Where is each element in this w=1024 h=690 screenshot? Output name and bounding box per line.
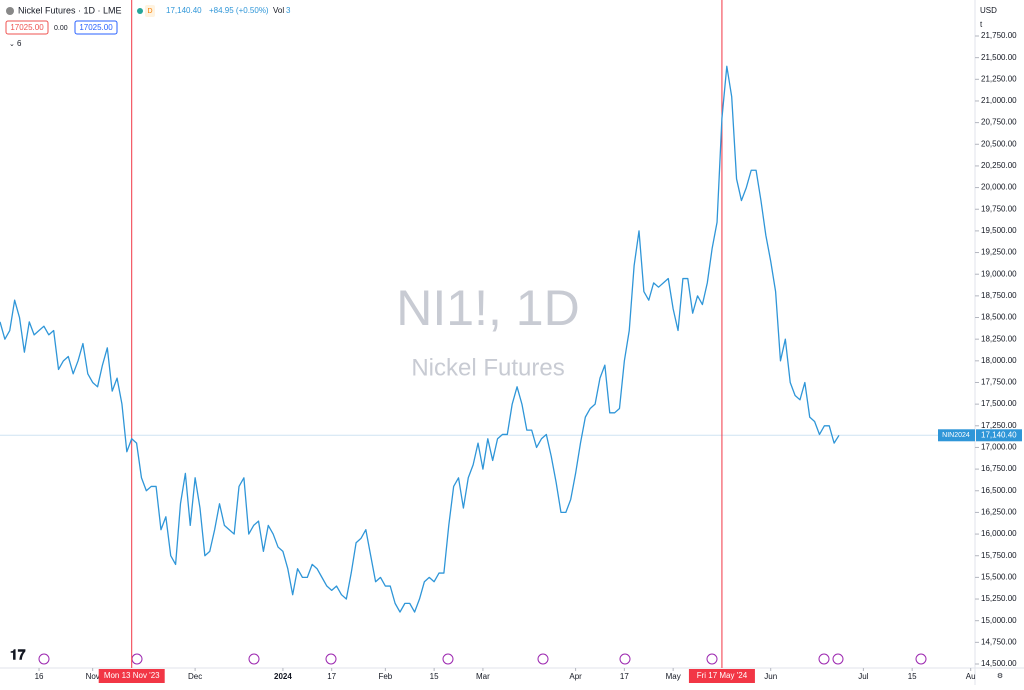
x-tick-label: Jun <box>764 672 777 681</box>
badge-bg <box>145 5 155 17</box>
y-tick-label: 19,750.00 <box>981 204 1017 213</box>
y-tick-label: 19,500.00 <box>981 226 1017 235</box>
x-tick-label: Apr <box>569 672 582 681</box>
volume-label: Vol <box>273 6 284 15</box>
y-tick-label: 14,750.00 <box>981 637 1017 646</box>
y-tick-label: 19,250.00 <box>981 248 1017 257</box>
y-tick-label: 16,500.00 <box>981 486 1017 495</box>
crosshair-label: Mon 13 Nov '23 <box>104 671 160 680</box>
y-tick-label: 17,000.00 <box>981 443 1017 452</box>
y-tick-label: 16,250.00 <box>981 508 1017 517</box>
watermark-subtitle: Nickel Futures <box>411 354 564 381</box>
x-tick-label: 15 <box>430 672 439 681</box>
y-tick-label: 18,750.00 <box>981 291 1017 300</box>
currency: USD <box>980 6 997 15</box>
buy-button[interactable] <box>74 20 118 35</box>
y-tick-label: 16,750.00 <box>981 464 1017 473</box>
y-tick-label: 21,750.00 <box>981 31 1017 40</box>
x-tick-label: Jul <box>858 672 868 681</box>
y-tick-label: 19,000.00 <box>981 269 1017 278</box>
collapse-icon[interactable]: ⌄ <box>9 41 15 48</box>
x-tick-label: Feb <box>378 672 392 681</box>
y-tick-label: 18,250.00 <box>981 334 1017 343</box>
y-tick-label: 21,250.00 <box>981 74 1017 83</box>
header-change: +84.95 (+0.50%) <box>209 6 269 15</box>
buy-price: 17025.00 <box>79 23 113 32</box>
y-tick-label: 20,750.00 <box>981 118 1017 127</box>
y-tick-label: 20,250.00 <box>981 161 1017 170</box>
y-tick-label: 17,750.00 <box>981 378 1017 387</box>
status-dot <box>137 8 143 14</box>
x-tick-label: 17 <box>327 672 336 681</box>
symbol-icon <box>6 7 14 15</box>
last-price-bg <box>976 429 1022 442</box>
crosshair-label-bg <box>98 669 165 683</box>
y-tick-label: 14,500.00 <box>981 659 1017 668</box>
crosshair-label: Fri 17 May '24 <box>697 671 748 680</box>
volume-value: 3 <box>286 6 291 15</box>
x-tick-label: Mar <box>476 672 490 681</box>
x-tick-label: 2024 <box>274 672 292 681</box>
y-tick-label: 18,000.00 <box>981 356 1017 365</box>
header-price: 17,140.40 <box>166 6 202 15</box>
title: Nickel Futures · 1D · LME <box>18 5 122 15</box>
x-tick-label: May <box>666 672 681 681</box>
x-tick-label: Au <box>966 672 976 681</box>
x-tick-label: 15 <box>908 672 917 681</box>
x-tick-label: 17 <box>620 672 629 681</box>
y-tick-label: 16,000.00 <box>981 529 1017 538</box>
y-tick-label: 15,000.00 <box>981 616 1017 625</box>
badge: D <box>147 8 152 15</box>
y-tick-label: 15,250.00 <box>981 594 1017 603</box>
y-tick-label: 18,500.00 <box>981 313 1017 322</box>
y-tick-label: 21,000.00 <box>981 96 1017 105</box>
event-icons <box>38 653 927 665</box>
symbol-label-bg <box>938 429 975 442</box>
sell-button[interactable] <box>5 20 49 35</box>
x-tick-label: 16 <box>35 672 44 681</box>
y-tick-label: 17,250.00 <box>981 421 1017 430</box>
y-tick-label: 15,500.00 <box>981 572 1017 581</box>
sell-price: 17025.00 <box>10 23 44 32</box>
watermark: NI1!, 1D <box>396 280 579 336</box>
y-tick-label: 20,000.00 <box>981 183 1017 192</box>
y-tick-label: 15,750.00 <box>981 551 1017 560</box>
price-line <box>0 65 840 613</box>
tv-logo: 𝟏𝟕 <box>10 647 26 663</box>
y-tick-label: 17,500.00 <box>981 399 1017 408</box>
spread: 0.00 <box>54 25 68 32</box>
settings-icon[interactable]: ⚙ <box>997 672 1003 680</box>
crosshair-label-bg <box>688 669 755 683</box>
x-tick-label: Dec <box>188 672 202 681</box>
y-tick-label: 20,500.00 <box>981 139 1017 148</box>
x-tick-label: Nov <box>86 672 100 681</box>
indicator-count: 6 <box>17 39 22 48</box>
last-price-label: 17,140.40 <box>981 430 1017 439</box>
unit: t <box>980 20 983 29</box>
symbol-label: NIN2024 <box>942 432 970 439</box>
y-tick-label: 21,500.00 <box>981 53 1017 62</box>
